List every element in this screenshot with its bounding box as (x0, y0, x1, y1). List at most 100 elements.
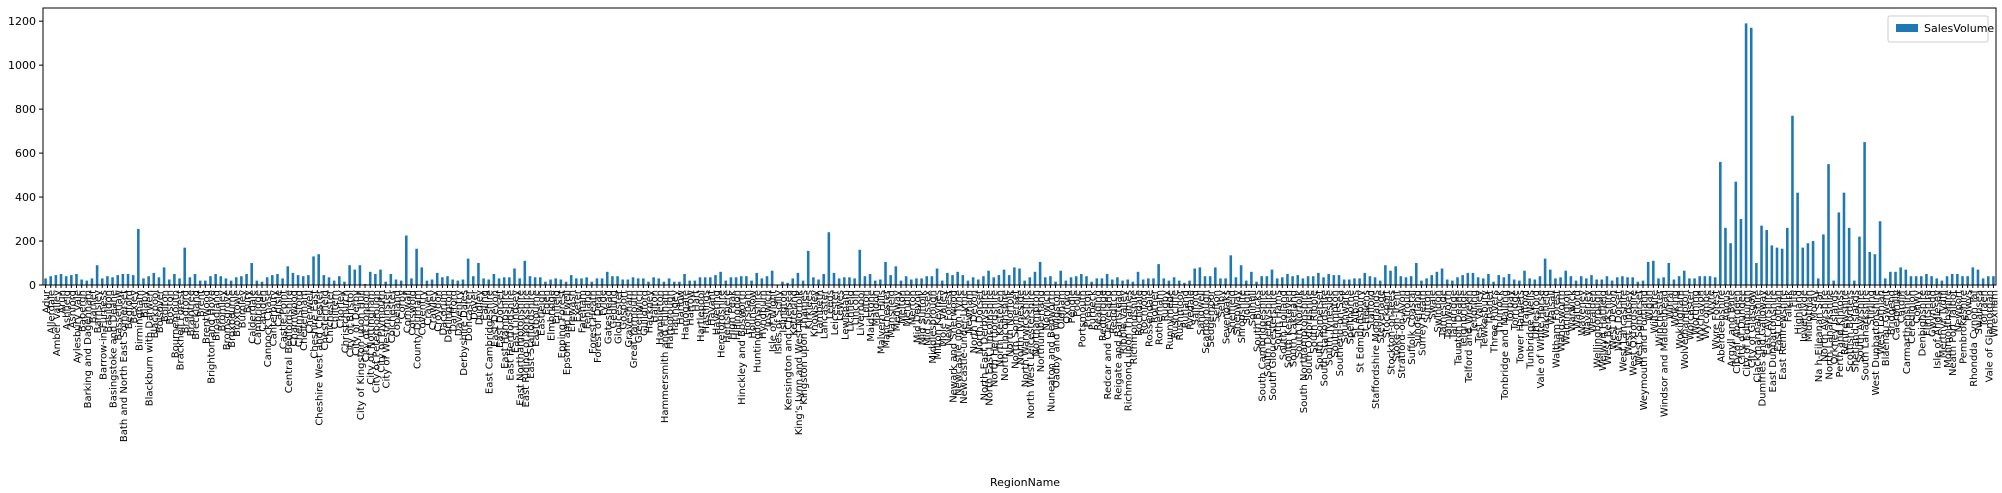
bar (1445, 279, 1449, 285)
x-tick-label: Gedling (608, 290, 619, 329)
x-tick-label: Havant (706, 290, 717, 326)
x-tick-label: Eastbourne (531, 290, 542, 347)
x-tick-label: Kirklees (804, 290, 815, 330)
x-tick-label: Pendle (1067, 290, 1078, 323)
bar (909, 279, 913, 285)
bar (1956, 274, 1959, 285)
x-tick-label: Basildon (103, 290, 114, 333)
bar (822, 274, 825, 285)
bar (868, 274, 872, 285)
x-tick-label: Erewash (567, 290, 578, 332)
bar (1373, 277, 1377, 285)
bar (1105, 274, 1109, 285)
bar (750, 280, 753, 285)
x-tick-label: Thurrock (1495, 290, 1506, 335)
x-tick-label: Vale of White Horse (1536, 290, 1547, 389)
x-tick-label: Leeds (825, 290, 836, 319)
bar (781, 281, 784, 285)
bar (956, 271, 959, 285)
x-tick-label: Newcastle-under-Lyme (959, 290, 970, 404)
x-tick-label: East Devon (490, 290, 501, 347)
bar (1729, 243, 1732, 285)
x-tick-label: Chelmsford (294, 290, 305, 347)
x-tick-label: Windsor and Maidenhead (1660, 290, 1671, 417)
bar (734, 277, 738, 285)
bar (1858, 236, 1861, 285)
x-tick-label: Colchester (387, 289, 398, 343)
x-tick-label: Middlesbrough (928, 290, 939, 364)
bar (1167, 280, 1171, 285)
bar (518, 278, 521, 285)
bar (126, 274, 130, 285)
bar (1471, 272, 1475, 285)
bar (1662, 277, 1665, 285)
x-tick-label: Rutland (1180, 290, 1191, 328)
x-tick-label: Bournemouth (170, 290, 181, 358)
x-tick-label: Na h-Eileanan Siar (1814, 289, 1825, 382)
x-tick-label: Wokingham (1675, 290, 1686, 349)
x-tick-label: Manchester (882, 289, 893, 348)
bar (204, 280, 207, 285)
bar (374, 274, 377, 285)
x-tick-label: Mole Valley (938, 290, 949, 347)
bar (1497, 275, 1501, 285)
x-tick-label: Aberdeenshire (1716, 290, 1727, 363)
bar (611, 276, 614, 285)
bar (1286, 274, 1289, 285)
bar (600, 278, 604, 285)
bar (1548, 269, 1552, 285)
x-tick-label: North Tyneside (1016, 290, 1027, 365)
x-tick-label: Richmond upon Thames (1124, 290, 1135, 411)
x-tick-label: Ealing (480, 290, 491, 321)
x-tick-label: Preston (1082, 290, 1093, 328)
x-tick-label: Walsall (1546, 290, 1557, 325)
bar (410, 278, 413, 285)
x-tick-label: Southwark (1340, 290, 1351, 343)
bar (904, 276, 908, 285)
x-tick-label: South Northamptonshire (1299, 290, 1310, 413)
bar (435, 272, 439, 285)
bar (255, 280, 259, 285)
bar (1100, 278, 1104, 285)
bar (1801, 247, 1805, 285)
y-tick-label: 400 (15, 191, 36, 204)
bar (1682, 270, 1686, 285)
x-tick-label: Tewkesbury (1479, 290, 1490, 349)
x-tick-label: Scarborough (1201, 290, 1212, 354)
x-tick-label: City of Aberdeen (1732, 290, 1743, 374)
bar (1569, 276, 1573, 285)
bar (1002, 269, 1006, 285)
x-tick-label: Sutton (1423, 290, 1434, 323)
x-tick-label: Teignbridge (1459, 290, 1470, 349)
x-tick-label: Portsmouth (1077, 290, 1088, 348)
bar (770, 270, 774, 285)
bar (250, 263, 253, 285)
bar (1322, 277, 1325, 285)
x-tick-label: Mid Suffolk (918, 290, 929, 345)
bar (1765, 230, 1768, 285)
bar (487, 279, 491, 285)
x-tick-label: Blaenau Gwent (1881, 290, 1892, 366)
x-tick-label: Worthing (1691, 290, 1702, 335)
x-tick-label: Bromsgrove (222, 290, 233, 350)
bar (1342, 279, 1346, 285)
bar (755, 272, 758, 285)
x-tick-label: Adur (42, 289, 53, 313)
x-tick-label: Reading (1093, 290, 1104, 331)
x-tick-label: City of Nottingham (366, 290, 377, 385)
bar (1919, 276, 1923, 285)
bar (343, 281, 346, 285)
bar (1059, 270, 1063, 285)
bar (1652, 260, 1655, 285)
bar (1832, 280, 1835, 285)
bar (1420, 280, 1423, 285)
x-tick-label: Rushcliffe (1170, 290, 1181, 338)
x-tick-label: Perth and Kinross (1835, 290, 1846, 377)
bar (714, 275, 717, 285)
bar (1507, 274, 1511, 285)
x-tick-label: Solihull (1247, 290, 1258, 326)
bar (1904, 269, 1908, 285)
x-tick-label: Moray (1809, 290, 1820, 321)
x-tick-label: Salford (1191, 290, 1202, 325)
x-tick-label: Richmondshire (1129, 290, 1140, 364)
